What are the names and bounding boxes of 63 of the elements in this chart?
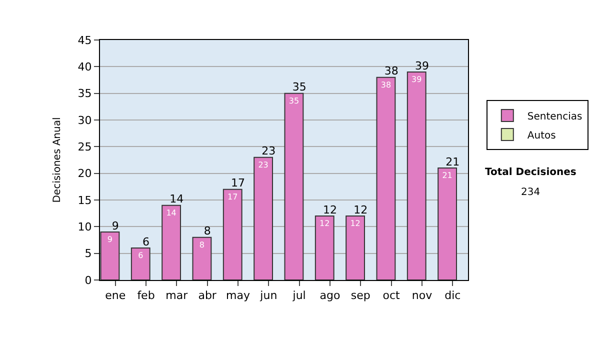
total-label: 35 [292, 80, 306, 94]
y-tick-label: 0 [84, 274, 92, 287]
total-label: 14 [170, 192, 184, 206]
total-label: 17 [231, 176, 245, 190]
data-label: 21 [442, 171, 452, 180]
total-label: 6 [142, 235, 150, 248]
total-label: 38 [384, 64, 398, 78]
total-label: 23 [262, 144, 276, 158]
x-tick-label: sep [350, 289, 370, 302]
y-tick-label: 20 [78, 167, 92, 180]
total-label: 12 [354, 203, 368, 216]
total-label: 12 [323, 203, 337, 216]
data-label: 12 [350, 219, 360, 228]
data-label: 23 [258, 160, 268, 170]
bar [376, 76, 396, 280]
data-label: 38 [380, 80, 392, 90]
bar [406, 72, 426, 280]
bar [314, 216, 334, 280]
data-label: 6 [138, 251, 144, 260]
x-tick-label: jun [259, 289, 278, 302]
y-tick-label: 35 [78, 87, 92, 100]
total-label: 8 [204, 224, 211, 238]
x-tick-label: oct [382, 289, 401, 302]
bar [100, 232, 120, 280]
legend-label: Autos [527, 130, 556, 142]
y-tick-label: 5 [84, 247, 92, 260]
x-tick-label: nov [412, 289, 433, 302]
bar [222, 188, 242, 280]
bar [346, 216, 365, 280]
total-label: 9 [112, 219, 119, 232]
x-tick-label: feb [137, 289, 155, 302]
data-label: 39 [412, 75, 422, 84]
total-label: 21 [446, 155, 460, 168]
x-tick-label: ago [320, 289, 340, 302]
data-label: 12 [320, 219, 330, 228]
x-tick-label: mar [166, 289, 188, 302]
legend-label: Sentencias [527, 111, 582, 122]
data-label: 35 [288, 96, 300, 106]
data-label: 9 [107, 235, 113, 244]
text: Total Decisiones [485, 167, 576, 178]
data-label: 17 [228, 192, 238, 202]
bar [438, 168, 457, 280]
text: 234 [521, 187, 540, 198]
y-tick-label: 10 [78, 220, 92, 234]
total-label: 39 [415, 59, 429, 72]
data-label: 14 [166, 208, 176, 218]
bar [130, 248, 150, 280]
y-tick-label: 30 [78, 114, 92, 127]
bar [162, 204, 181, 280]
x-tick-label: may [226, 289, 250, 302]
y-tick-label: 25 [78, 140, 92, 154]
bar [284, 92, 304, 280]
x-tick-label: ene [105, 289, 126, 302]
data-label: 8 [199, 240, 205, 250]
y-tick-label: 15 [78, 194, 92, 207]
x-tick-label: jul [292, 289, 306, 302]
x-tick-label: abr [198, 289, 217, 302]
bar [192, 236, 212, 280]
y-tick-label: 40 [78, 60, 92, 74]
bar [254, 156, 273, 280]
y-tick-label: 45 [78, 34, 92, 47]
x-tick-label: dic [444, 289, 461, 302]
y-axis-title: Decisiones Anual [52, 117, 63, 203]
